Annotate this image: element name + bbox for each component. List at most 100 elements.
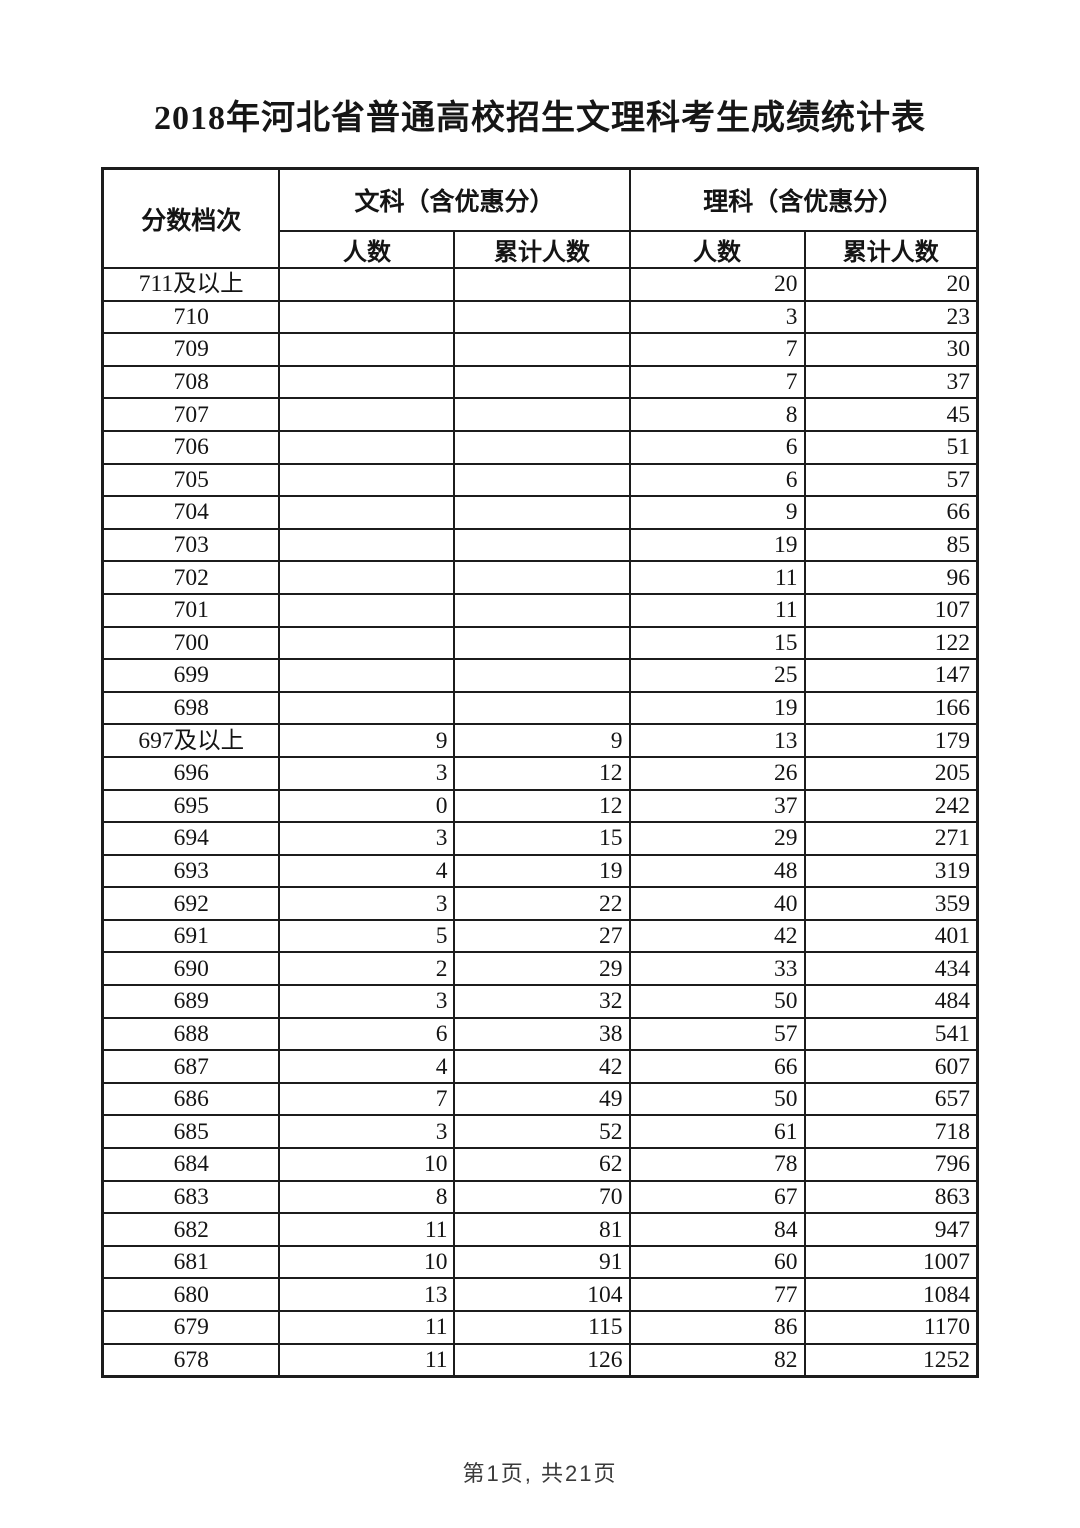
score-band-cell: 699: [101, 658, 281, 693]
table-row: 682 11 81 84 947: [101, 1212, 979, 1247]
like-count-cell: 19: [628, 527, 806, 563]
like-count-cell: 15: [628, 625, 806, 661]
table-row: 681 10 91 60 1007: [101, 1244, 979, 1280]
like-cumulative-cell: 20: [803, 267, 979, 302]
header-like-count: 人数: [628, 230, 806, 269]
like-cumulative-cell: 1170: [803, 1310, 979, 1345]
wenke-cumulative-cell: 22: [453, 886, 631, 921]
wenke-count-cell: [278, 592, 456, 628]
like-cumulative-cell: 319: [803, 853, 979, 889]
like-count-cell: 42: [628, 918, 806, 954]
wenke-cumulative-cell: [453, 625, 631, 661]
table-row: 688 6 38 57 541: [101, 1016, 979, 1052]
like-cumulative-cell: 947: [803, 1212, 979, 1247]
score-band-cell: 707: [101, 397, 281, 432]
like-cumulative-cell: 179: [803, 723, 979, 758]
wenke-count-cell: [278, 560, 456, 595]
wenke-count-cell: [278, 462, 456, 498]
like-count-cell: 50: [628, 1081, 806, 1117]
score-band-cell: 709: [101, 332, 281, 367]
wenke-cumulative-cell: [453, 658, 631, 693]
score-band-cell: 680: [101, 1277, 281, 1312]
like-cumulative-cell: 607: [803, 1049, 979, 1084]
wenke-count-cell: 13: [278, 1277, 456, 1312]
wenke-cumulative-cell: 42: [453, 1049, 631, 1084]
table-row: 709 7 30: [101, 332, 979, 367]
wenke-count-cell: [278, 658, 456, 693]
table-row: 696 3 12 26 205: [101, 755, 979, 791]
header-score-band: 分数档次: [101, 167, 281, 269]
wenke-cumulative-cell: 27: [453, 918, 631, 954]
like-count-cell: 33: [628, 951, 806, 987]
wenke-cumulative-cell: [453, 560, 631, 595]
wenke-count-cell: 3: [278, 1114, 456, 1150]
score-band-cell: 689: [101, 984, 281, 1019]
like-count-cell: 57: [628, 1016, 806, 1052]
like-cumulative-cell: 45: [803, 397, 979, 432]
table-row: 684 10 62 78 796: [101, 1147, 979, 1182]
like-cumulative-cell: 242: [803, 788, 979, 824]
score-band-cell: 705: [101, 462, 281, 498]
wenke-count-cell: 3: [278, 821, 456, 856]
table-row: 700 15 122: [101, 625, 979, 661]
like-cumulative-cell: 23: [803, 299, 979, 335]
score-band-cell: 688: [101, 1016, 281, 1052]
like-cumulative-cell: 541: [803, 1016, 979, 1052]
score-band-cell: 681: [101, 1244, 281, 1280]
wenke-count-cell: 3: [278, 886, 456, 921]
table-row: 680 13 104 77 1084: [101, 1277, 979, 1312]
wenke-cumulative-cell: 49: [453, 1081, 631, 1117]
wenke-count-cell: 0: [278, 788, 456, 824]
score-band-cell: 710: [101, 299, 281, 335]
wenke-cumulative-cell: [453, 429, 631, 465]
like-cumulative-cell: 51: [803, 429, 979, 465]
table-row: 679 11 115 86 1170: [101, 1310, 979, 1345]
score-band-cell: 682: [101, 1212, 281, 1247]
like-cumulative-cell: 37: [803, 364, 979, 400]
table-row: 704 9 66: [101, 495, 979, 530]
wenke-count-cell: 9: [278, 723, 456, 758]
wenke-cumulative-cell: [453, 299, 631, 335]
score-band-cell: 697及以上: [101, 723, 281, 758]
table-row: 697及以上 9 9 13 179: [101, 723, 979, 758]
wenke-cumulative-cell: 115: [453, 1310, 631, 1345]
wenke-count-cell: 7: [278, 1081, 456, 1117]
wenke-count-cell: [278, 299, 456, 335]
like-count-cell: 8: [628, 397, 806, 432]
table-row: 694 3 15 29 271: [101, 821, 979, 856]
score-statistics-table: 分数档次 文科（含优惠分） 理科（含优惠分） 人数 累计人数 人数 累计人数 7…: [100, 167, 980, 1379]
wenke-cumulative-cell: 15: [453, 821, 631, 856]
like-cumulative-cell: 401: [803, 918, 979, 954]
score-band-cell: 687: [101, 1049, 281, 1084]
wenke-count-cell: [278, 332, 456, 367]
score-band-cell: 692: [101, 886, 281, 921]
like-cumulative-cell: 657: [803, 1081, 979, 1117]
score-band-cell: 711及以上: [101, 267, 281, 302]
wenke-count-cell: [278, 690, 456, 726]
like-cumulative-cell: 66: [803, 495, 979, 530]
wenke-count-cell: [278, 397, 456, 432]
like-count-cell: 13: [628, 723, 806, 758]
table-row: 711及以上 20 20: [101, 267, 979, 302]
table-row: 707 8 45: [101, 397, 979, 432]
wenke-cumulative-cell: 104: [453, 1277, 631, 1312]
score-band-cell: 706: [101, 429, 281, 465]
score-band-cell: 696: [101, 755, 281, 791]
wenke-cumulative-cell: [453, 267, 631, 302]
score-band-cell: 701: [101, 592, 281, 628]
wenke-cumulative-cell: 19: [453, 853, 631, 889]
like-count-cell: 40: [628, 886, 806, 921]
table-header: 分数档次 文科（含优惠分） 理科（含优惠分） 人数 累计人数 人数 累计人数: [101, 167, 979, 269]
wenke-cumulative-cell: 12: [453, 755, 631, 791]
like-count-cell: 48: [628, 853, 806, 889]
score-band-cell: 702: [101, 560, 281, 595]
table-row: 683 8 70 67 863: [101, 1179, 979, 1215]
score-band-cell: 698: [101, 690, 281, 726]
wenke-count-cell: [278, 267, 456, 302]
table-row: 695 0 12 37 242: [101, 788, 979, 824]
like-cumulative-cell: 85: [803, 527, 979, 563]
table-row: 678 11 126 82 1252: [101, 1342, 979, 1378]
table-row: 687 4 42 66 607: [101, 1049, 979, 1084]
like-count-cell: 9: [628, 495, 806, 530]
page-title: 2018年河北省普通高校招生文理科考生成绩统计表: [154, 100, 926, 137]
